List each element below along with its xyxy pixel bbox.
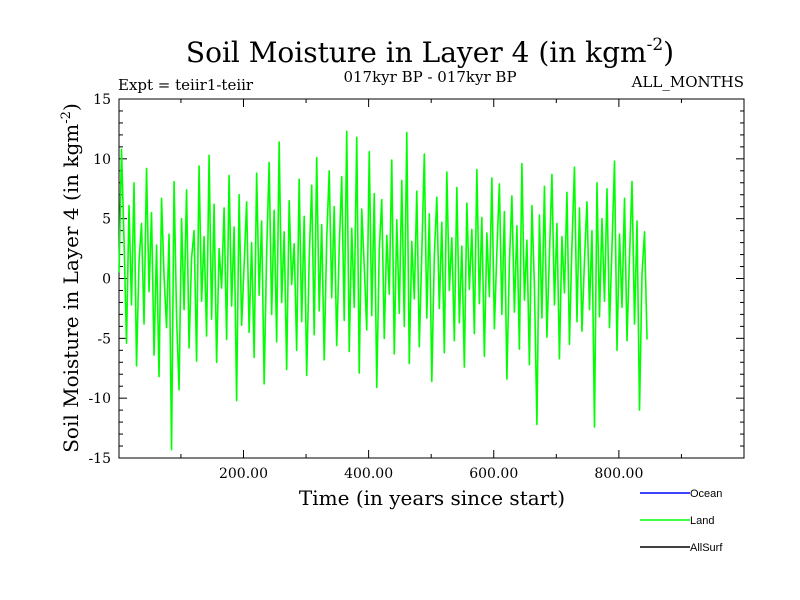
y-tick-label: 15	[93, 92, 111, 108]
months-label: ALL_MONTHS	[631, 73, 744, 91]
y-tick-label: -5	[97, 331, 111, 347]
y-tick-label: 10	[93, 152, 111, 168]
legend-label-allsurf: AllSurf	[690, 542, 723, 554]
series-line-land	[118, 130, 648, 451]
y-tick-label: -15	[88, 451, 111, 467]
series-layer	[118, 130, 648, 451]
x-axis-label: Time (in years since start)	[299, 486, 565, 510]
y-tick-label: -10	[88, 391, 111, 407]
time-range-label: 017kyr BP - 017kyr BP	[343, 68, 516, 86]
y-axis-label: Soil Moisture in Layer 4 (in kgm-2)	[59, 103, 83, 453]
y-tick-label: 0	[102, 272, 111, 288]
x-tick-label: 200.00	[219, 466, 268, 482]
x-tick-label: 400.00	[344, 466, 393, 482]
experiment-label: Expt = teiir1-teiir	[118, 76, 254, 94]
axis-ticks: -15 -10 -5 0 5 10 15 200.00 400.00 600.00 800.00	[88, 92, 744, 482]
y-tick-label: 5	[102, 212, 111, 228]
legend-label-land: Land	[690, 515, 714, 527]
x-tick-label: 800.00	[594, 466, 643, 482]
chart-title: Soil Moisture in Layer 4 (in kgm-2)	[186, 35, 674, 69]
legend-label-ocean: Ocean	[690, 488, 722, 500]
x-tick-label: 600.00	[469, 466, 518, 482]
legend: Ocean Land AllSurf	[640, 488, 723, 554]
